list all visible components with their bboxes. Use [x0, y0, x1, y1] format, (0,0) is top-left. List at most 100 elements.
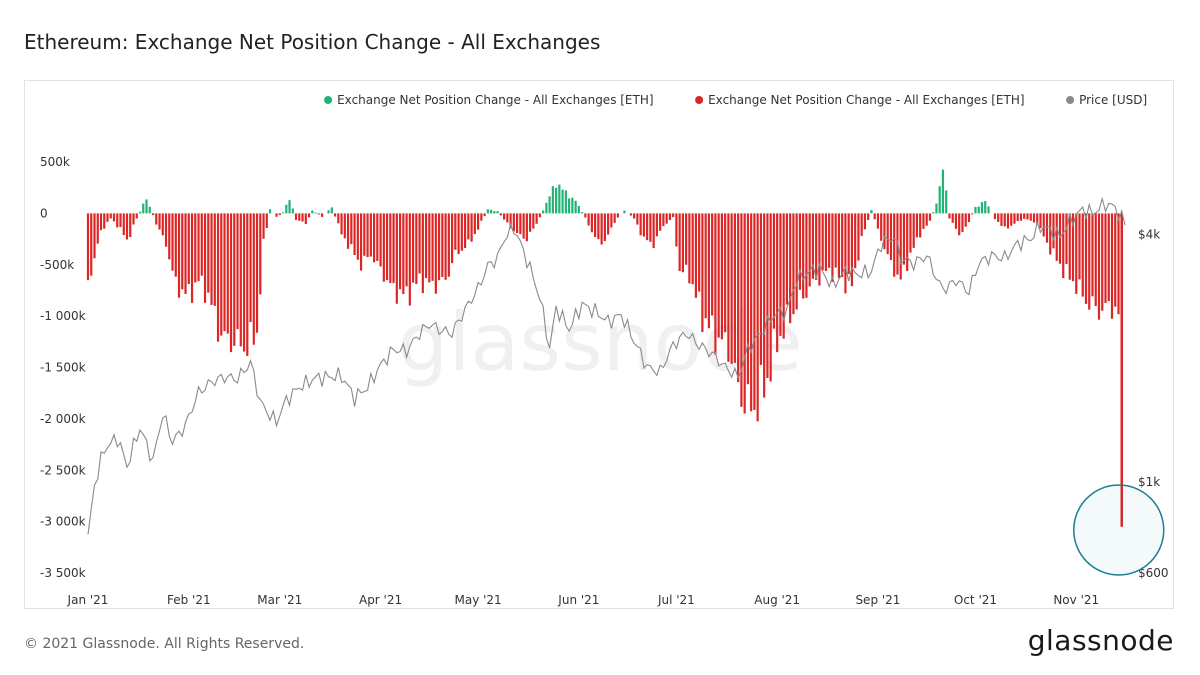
net-position-bar — [600, 213, 603, 245]
net-position-bar — [490, 209, 493, 214]
net-position-bar — [350, 213, 353, 245]
net-position-bar — [457, 213, 460, 255]
net-position-bar — [1101, 213, 1104, 311]
net-position-bar — [642, 213, 645, 237]
x-tick-label: Feb '21 — [167, 593, 211, 607]
net-position-bar — [691, 213, 694, 285]
net-position-bar — [772, 213, 776, 329]
net-position-bar — [1071, 213, 1075, 282]
net-position-bar — [1023, 213, 1026, 219]
net-position-bar — [441, 213, 444, 277]
net-position-bar — [415, 213, 418, 285]
net-position-bar — [1019, 213, 1023, 221]
net-position-bar — [815, 213, 818, 280]
net-position-bar — [870, 209, 873, 214]
net-position-bar — [99, 213, 103, 231]
net-position-bar — [701, 213, 704, 333]
legend-label: Exchange Net Position Change - All Excha… — [337, 93, 653, 107]
y-left-tick-label: -2 500k — [40, 463, 86, 477]
net-position-bar — [629, 213, 632, 216]
y-right-tick-label: $1k — [1138, 475, 1160, 489]
net-position-bar — [249, 213, 252, 323]
net-position-bar — [509, 213, 512, 229]
net-position-bar — [808, 213, 811, 287]
net-position-bar — [724, 213, 727, 333]
chart-legend: Price [USD] Exchange Net Position Change … — [324, 93, 1147, 107]
net-position-bar — [213, 213, 216, 306]
net-position-bar — [535, 213, 538, 224]
net-position-bar — [1029, 213, 1032, 221]
net-position-bar — [278, 213, 281, 216]
net-position-bar — [776, 213, 779, 353]
net-position-bar — [1084, 213, 1088, 304]
net-position-bar — [711, 213, 714, 316]
net-position-bar — [714, 213, 717, 355]
net-position-bar — [844, 213, 847, 294]
net-position-bar — [473, 213, 476, 234]
y-right-axis: $4k $1k $600 — [1138, 227, 1169, 580]
y-right-tick-label: $4k — [1138, 227, 1160, 241]
net-position-bar — [685, 213, 688, 265]
net-position-bar — [668, 213, 671, 221]
net-position-bar — [171, 213, 174, 271]
net-position-bar — [675, 213, 678, 247]
net-position-bar — [450, 213, 454, 264]
net-position-bar — [499, 213, 502, 216]
net-position-bar — [551, 186, 554, 214]
net-position-bar — [746, 213, 750, 385]
net-position-bar — [831, 213, 834, 282]
y-left-tick-label: -3 500k — [40, 566, 86, 580]
net-position-bar — [587, 213, 590, 226]
net-position-bar — [707, 213, 710, 329]
net-position-bar — [506, 213, 509, 223]
net-position-bar — [568, 198, 571, 214]
net-position-bar — [467, 213, 470, 240]
net-position-bar — [145, 199, 148, 214]
net-position-bar — [242, 213, 246, 352]
net-position-bar — [96, 213, 99, 244]
net-position-bar — [899, 213, 902, 280]
net-position-bar — [424, 213, 428, 279]
net-position-bar — [694, 213, 697, 298]
net-position-bar — [662, 213, 665, 227]
net-position-bar — [392, 213, 395, 284]
net-position-bar — [1052, 213, 1055, 249]
net-position-bar — [1013, 213, 1016, 224]
net-position-bar — [229, 213, 233, 353]
net-position-bar — [1107, 213, 1110, 302]
net-position-bar — [421, 213, 424, 294]
net-position-bar — [220, 213, 223, 336]
net-position-bar — [382, 213, 385, 282]
net-position-bar — [805, 213, 808, 298]
net-position-bar — [912, 213, 915, 248]
legend-marker — [695, 96, 704, 104]
net-position-bar — [659, 213, 662, 231]
net-position-bar — [333, 213, 337, 217]
price-line — [87, 196, 1126, 535]
net-position-bar — [197, 213, 200, 282]
net-position-bar — [529, 213, 532, 232]
net-position-bar — [148, 206, 151, 214]
net-position-bar — [893, 213, 896, 277]
net-position-bar — [623, 210, 626, 214]
net-position-bar — [106, 213, 109, 222]
net-position-bar — [993, 213, 997, 220]
net-position-bar — [581, 212, 584, 214]
y-left-tick-label: -3 000k — [40, 515, 86, 529]
net-position-bar — [636, 213, 639, 225]
net-position-bar — [304, 213, 307, 224]
net-position-bar — [447, 213, 450, 277]
net-position-bar — [434, 213, 437, 294]
net-position-bar — [1097, 213, 1101, 320]
net-position-bar — [385, 213, 389, 281]
net-position-bar — [766, 213, 769, 379]
net-position-bar — [216, 213, 220, 342]
net-position-bar — [577, 205, 580, 214]
net-position-bar — [285, 204, 288, 214]
net-position-bar — [928, 213, 932, 221]
net-position-bar — [86, 213, 90, 281]
net-position-bar — [1042, 213, 1045, 237]
x-tick-label: Apr '21 — [359, 593, 402, 607]
net-position-bar — [730, 213, 733, 364]
net-position-bar — [233, 213, 236, 346]
